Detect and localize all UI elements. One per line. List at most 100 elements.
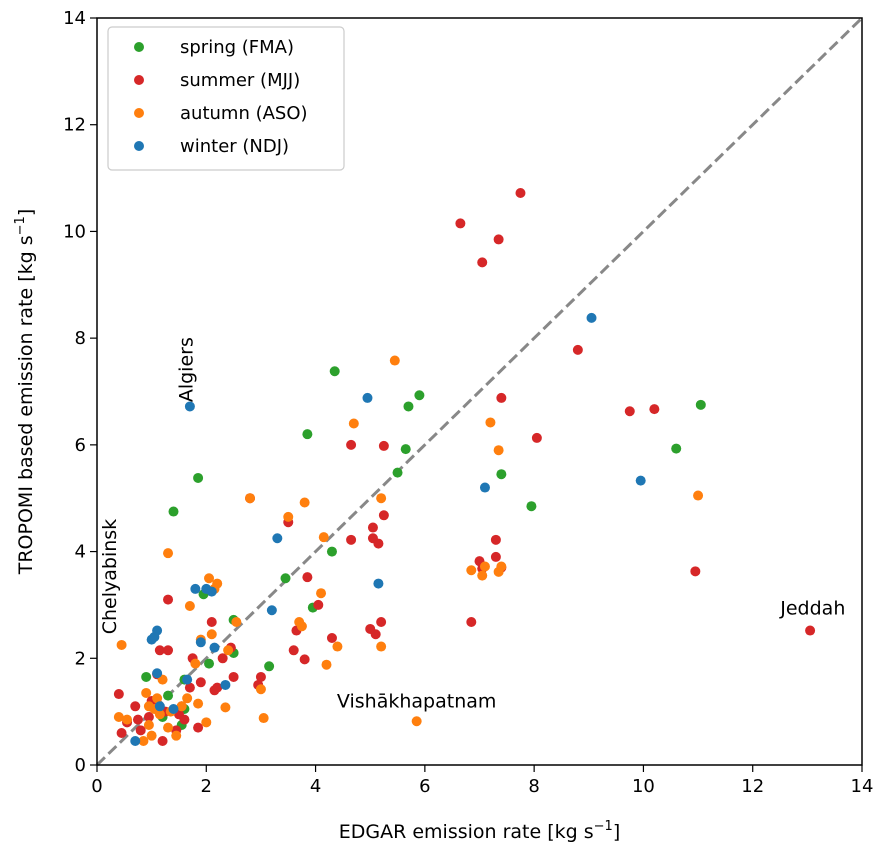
data-point-autumn-48 — [479, 561, 490, 572]
data-point-autumn-37 — [316, 588, 327, 599]
data-point-summer-55 — [493, 234, 504, 245]
data-point-spring-14 — [302, 429, 313, 440]
data-point-spring-21 — [414, 390, 425, 401]
data-point-summer-1 — [116, 727, 127, 738]
data-point-spring-0 — [141, 671, 152, 682]
x-axis-label-main: EDGAR emission rate [kg s — [339, 821, 594, 843]
data-point-winter-12 — [206, 586, 217, 597]
data-point-spring-12 — [264, 661, 275, 672]
data-point-autumn-10 — [154, 709, 165, 720]
legend-label-autumn: autumn (ASO) — [180, 103, 308, 124]
data-point-autumn-35 — [296, 621, 307, 632]
data-point-summer-34 — [299, 654, 310, 665]
data-point-summer-10 — [157, 735, 168, 746]
data-point-autumn-27 — [220, 702, 231, 713]
data-point-summer-37 — [326, 633, 337, 644]
data-point-spring-17 — [329, 366, 340, 377]
x-axis-label-end: ] — [613, 821, 620, 843]
legend-marker-autumn — [134, 108, 144, 118]
data-point-autumn-53 — [693, 490, 704, 501]
data-point-summer-46 — [378, 510, 389, 521]
y-tick-label: 2 — [75, 648, 86, 669]
data-point-autumn-45 — [411, 716, 422, 727]
data-point-autumn-13 — [163, 548, 174, 559]
data-point-summer-12 — [163, 594, 174, 605]
data-point-autumn-36 — [299, 497, 310, 508]
data-point-winter-13 — [209, 642, 220, 653]
data-point-winter-6 — [168, 703, 179, 714]
data-point-autumn-40 — [332, 641, 343, 652]
x-tick-label: 6 — [419, 776, 430, 797]
x-axis-label: EDGAR emission rate [kg s−1] — [339, 819, 621, 843]
data-point-autumn-24 — [206, 629, 217, 640]
data-point-spring-13 — [280, 573, 291, 584]
data-point-winter-3 — [152, 625, 163, 636]
data-point-summer-45 — [376, 617, 387, 628]
data-point-summer-27 — [228, 671, 239, 682]
x-tick-label: 0 — [91, 776, 102, 797]
data-point-autumn-18 — [184, 600, 195, 611]
data-point-autumn-2 — [122, 714, 133, 725]
data-point-spring-20 — [403, 401, 414, 412]
data-point-summer-6 — [143, 711, 154, 722]
data-point-winter-10 — [195, 637, 206, 648]
legend-marker-winter — [134, 141, 144, 151]
y-tick-label: 8 — [75, 328, 86, 349]
data-point-summer-39 — [346, 439, 357, 450]
data-point-autumn-22 — [201, 717, 212, 728]
x-tick-label: 8 — [528, 776, 539, 797]
y-axis-label-main: TROPOMI based emission rate [kg s — [15, 235, 37, 575]
x-tick-label: 2 — [201, 776, 212, 797]
data-point-autumn-33 — [283, 511, 294, 522]
data-point-autumn-4 — [141, 687, 152, 698]
data-point-summer-61 — [624, 406, 635, 417]
data-point-summer-20 — [193, 722, 204, 733]
data-point-autumn-49 — [485, 417, 496, 428]
data-point-summer-38 — [346, 534, 357, 545]
legend-marker-spring — [134, 42, 144, 52]
data-point-winter-7 — [182, 674, 193, 685]
data-point-autumn-41 — [348, 418, 359, 429]
data-point-autumn-39 — [321, 659, 332, 670]
data-point-winter-20 — [586, 312, 597, 323]
data-point-spring-19 — [400, 444, 411, 455]
data-point-summer-63 — [690, 566, 701, 577]
data-point-winter-16 — [272, 533, 283, 544]
data-point-winter-4 — [152, 668, 163, 679]
data-point-autumn-19 — [190, 658, 201, 669]
data-point-autumn-42 — [376, 493, 387, 504]
data-point-summer-49 — [466, 617, 477, 628]
data-point-spring-25 — [695, 399, 706, 410]
data-point-autumn-12 — [163, 722, 174, 733]
data-point-summer-3 — [130, 701, 141, 712]
x-tick-label: 4 — [310, 776, 321, 797]
one-to-one-reference-line — [95, 16, 864, 767]
data-point-spring-2 — [163, 690, 174, 701]
data-point-winter-17 — [362, 392, 373, 403]
data-point-autumn-20 — [193, 698, 204, 709]
data-point-autumn-15 — [171, 730, 182, 741]
data-point-autumn-52 — [496, 561, 507, 572]
data-point-autumn-9 — [152, 693, 163, 704]
annotation-jeddah: Jeddah — [779, 598, 845, 620]
data-point-autumn-23 — [204, 573, 215, 584]
y-axis-label-sup: −1 — [13, 216, 28, 235]
annotation-algiers: Algiers — [176, 337, 198, 402]
legend-label-winter: winter (NDJ) — [180, 136, 289, 157]
data-point-summer-57 — [496, 392, 507, 403]
data-point-spring-23 — [526, 501, 537, 512]
data-point-spring-7 — [193, 472, 204, 483]
data-point-summer-53 — [490, 534, 501, 545]
y-tick-label: 14 — [63, 8, 86, 29]
data-point-autumn-5 — [143, 719, 154, 730]
legend-label-spring: spring (FMA) — [180, 37, 294, 58]
data-point-summer-54 — [490, 551, 501, 562]
data-point-autumn-46 — [466, 565, 477, 576]
data-point-summer-24 — [212, 682, 223, 693]
x-axis-label-sup: −1 — [594, 819, 613, 834]
plot-frame — [96, 17, 863, 766]
data-point-summer-60 — [572, 344, 583, 355]
data-point-summer-44 — [373, 538, 384, 549]
data-point-summer-47 — [378, 440, 389, 451]
data-point-autumn-43 — [376, 641, 387, 652]
